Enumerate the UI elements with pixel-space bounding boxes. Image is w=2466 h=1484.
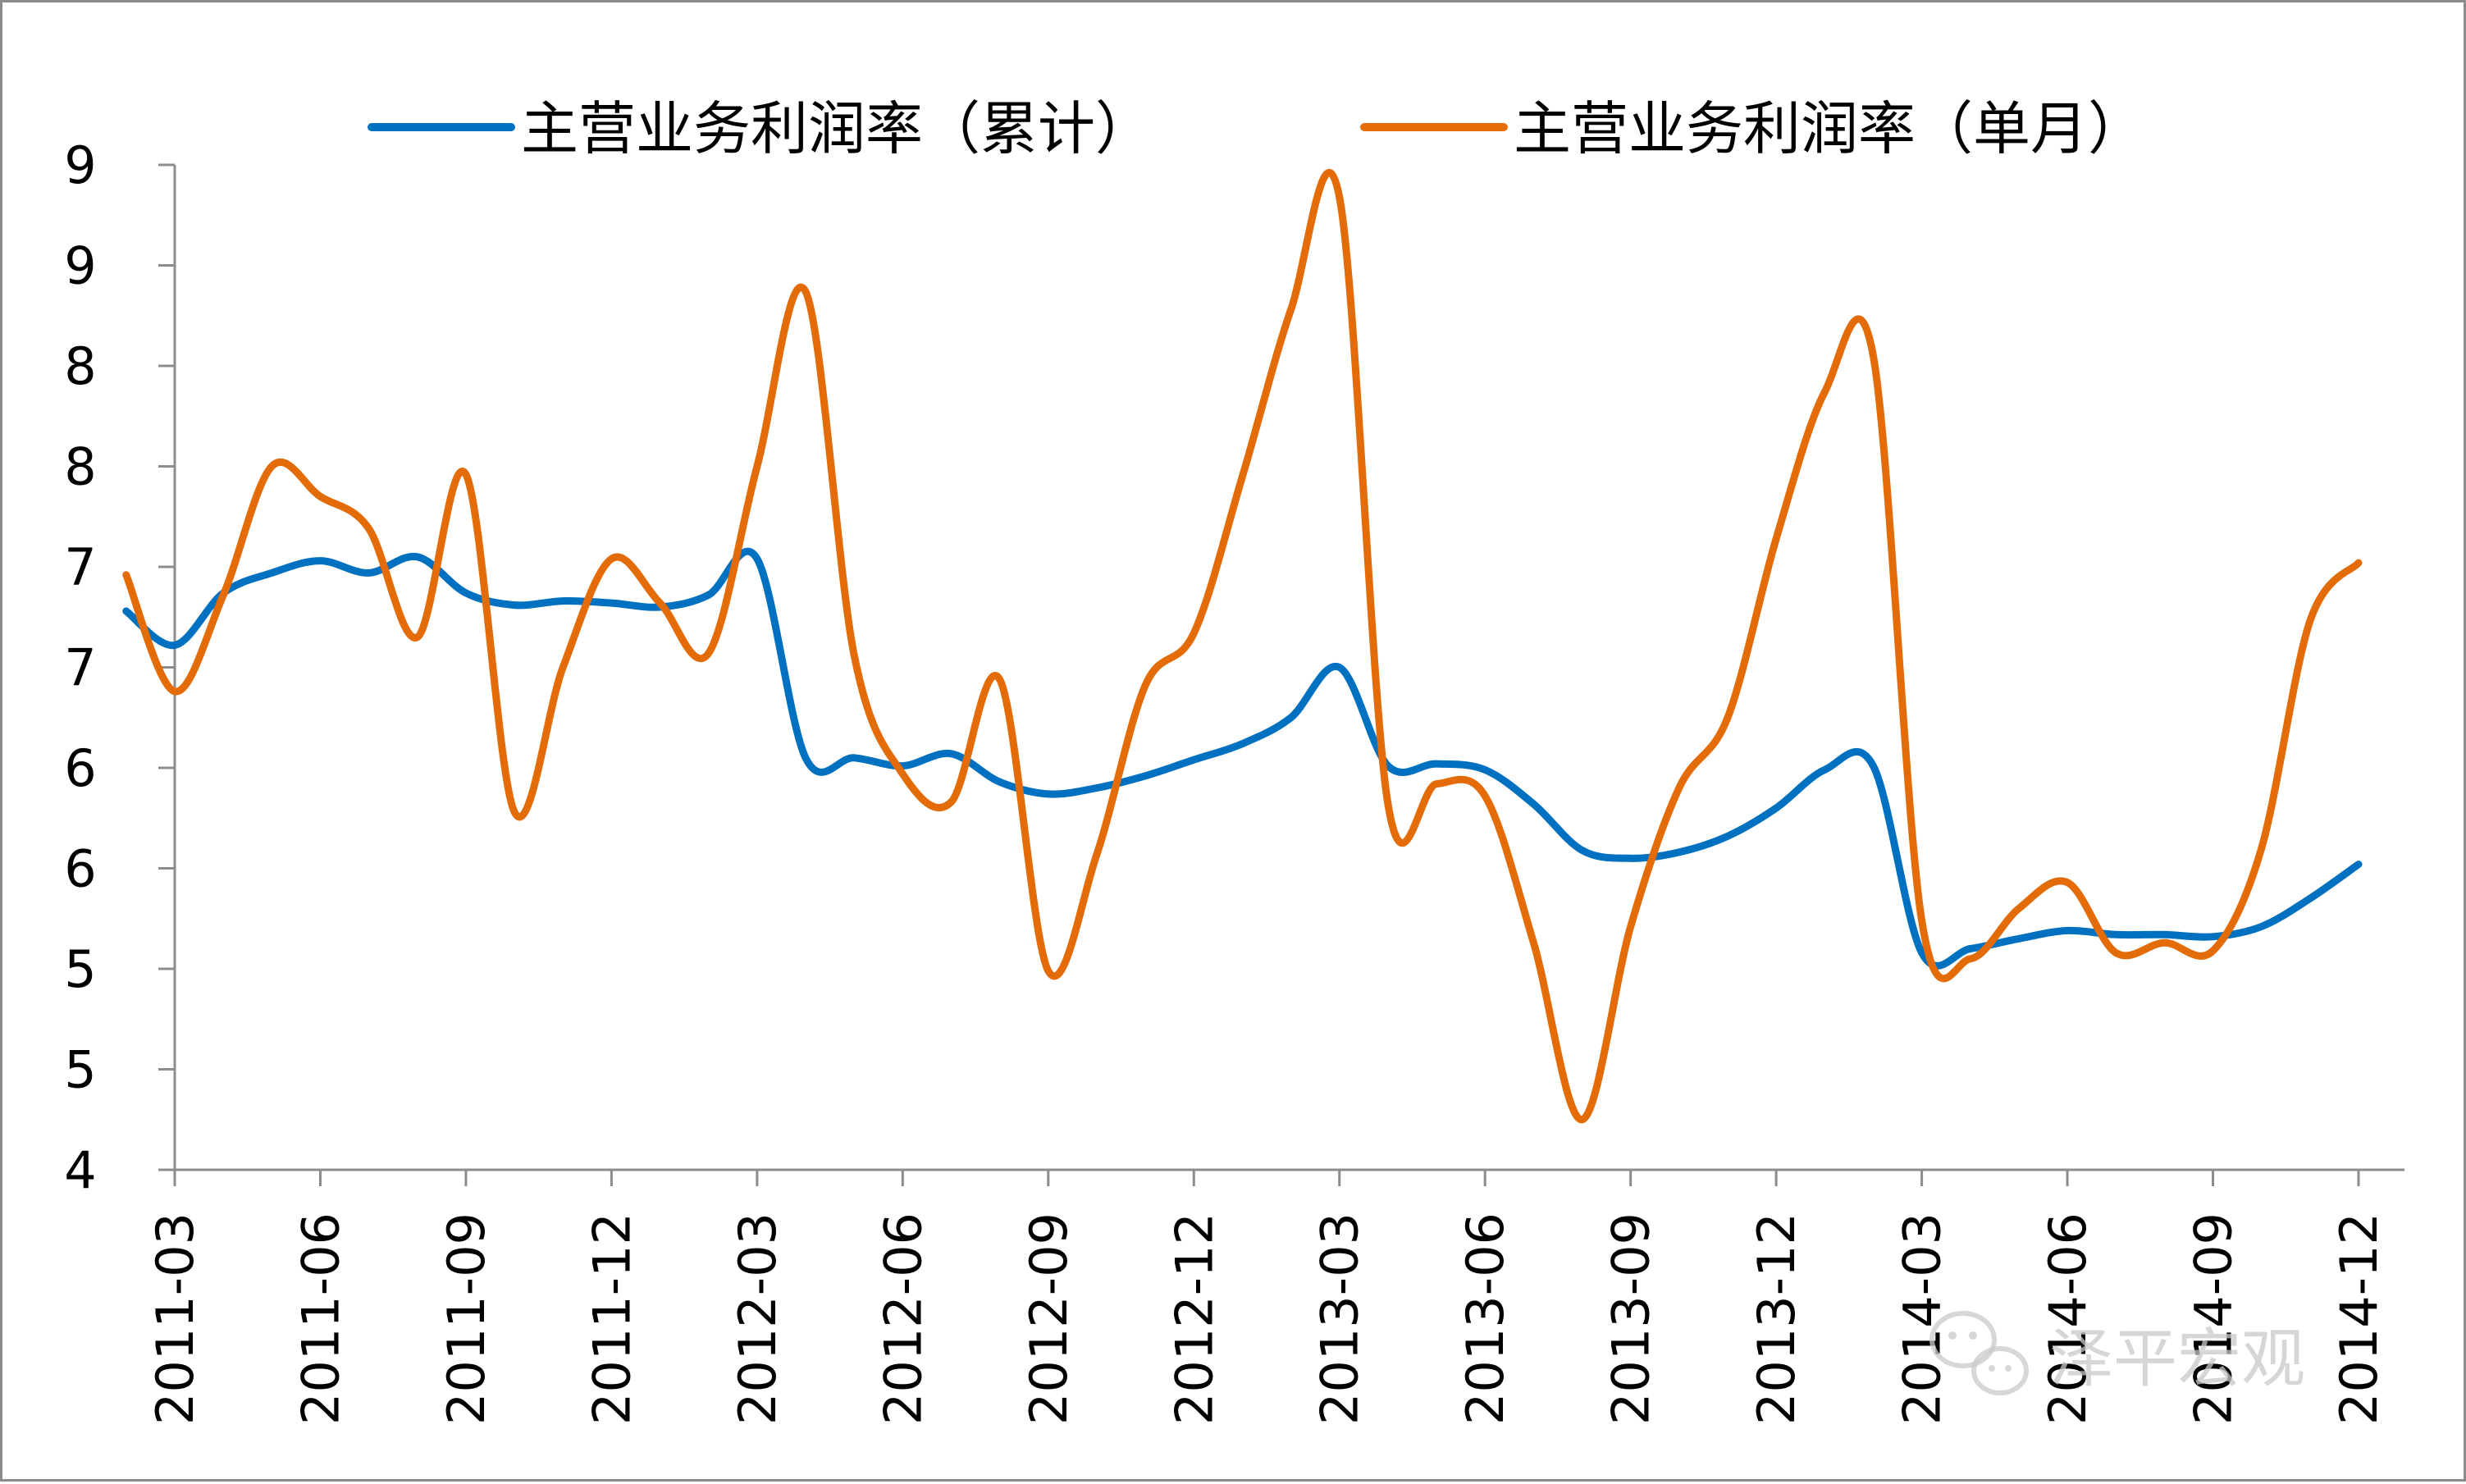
x-tick-label: 2013-09 (1601, 1212, 1661, 1425)
x-tick-label: 2013-03 (1310, 1212, 1370, 1425)
y-tick-label: 6 (64, 738, 96, 798)
watermark-text: 泽平宏观 (2049, 1322, 2305, 1396)
series-lines (122, 168, 2363, 1124)
legend-label-monthly: 主营业务利润率（单月） (1514, 95, 2145, 162)
x-tick-label: 2014-09 (2184, 1212, 2244, 1425)
x-tick-label: 2012-06 (873, 1212, 933, 1425)
x-tick-label: 2013-12 (1747, 1212, 1806, 1425)
x-tick-label: 2011-09 (436, 1212, 496, 1425)
x-tick-label: 2012-09 (1019, 1212, 1079, 1425)
series-line-cumulative (122, 547, 2363, 970)
y-tick-label: 4 (64, 1140, 96, 1200)
x-tick-label: 2011-12 (582, 1212, 642, 1425)
legend: 主营业务利润率（累计） 主营业务利润率（单月） (368, 95, 2145, 162)
x-tick-label: 2011-06 (290, 1212, 350, 1425)
x-tick-label: 2012-03 (728, 1212, 788, 1425)
y-tick-label: 8 (64, 336, 96, 396)
axes: 4 5 5 6 6 7 7 8 8 9 9 2011-03 2011-06 2011-09 2011-12 2… (64, 135, 2404, 1425)
x-tick-label: 2014-12 (2329, 1212, 2389, 1425)
watermark: 泽平宏观 (1929, 1311, 2305, 1396)
x-tick-label: 2014-06 (2038, 1212, 2098, 1425)
series-line-monthly (122, 168, 2363, 1124)
y-tick-label: 7 (64, 638, 96, 698)
x-tick-label: 2011-03 (145, 1212, 205, 1425)
y-tick-label: 5 (64, 939, 96, 999)
y-tick-label: 7 (64, 537, 96, 597)
y-tick-label: 9 (64, 236, 96, 296)
y-tick-label: 8 (64, 437, 96, 497)
y-tick-label: 6 (64, 839, 96, 899)
y-tick-label: 5 (64, 1040, 96, 1100)
x-tick-label: 2013-06 (1455, 1212, 1515, 1425)
wechat-icon (1929, 1311, 2029, 1395)
y-tick-label: 9 (64, 135, 96, 195)
legend-label-cumulative: 主营业务利润率（累计） (521, 95, 1153, 162)
x-tick-label: 2012-12 (1164, 1212, 1224, 1425)
